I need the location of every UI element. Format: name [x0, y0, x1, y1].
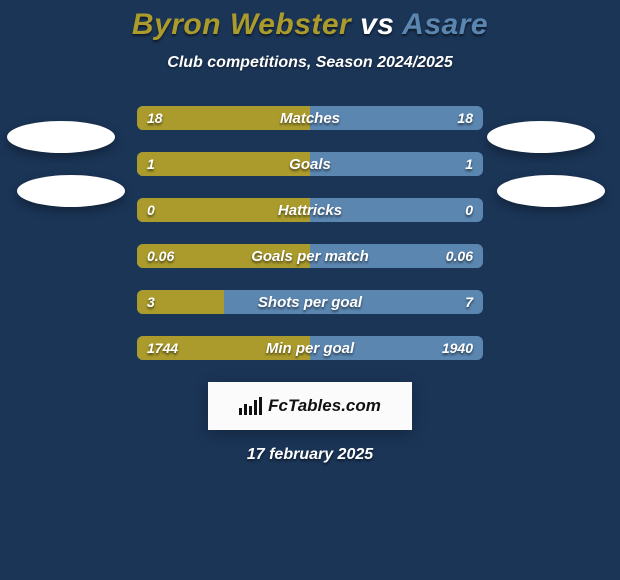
team-badge-placeholder — [487, 121, 595, 153]
team-badge-placeholder — [17, 175, 125, 207]
stat-left-value: 1 — [147, 152, 155, 176]
stat-row: Min per goal1744 1940 — [137, 336, 483, 360]
team-badge-placeholder — [7, 121, 115, 153]
stat-row: Matches18 18 — [137, 106, 483, 130]
title-part: Byron Webster — [132, 8, 351, 41]
brand-badge: FcTables.com — [208, 382, 412, 430]
stat-right-value: 0 — [465, 198, 473, 222]
comparison-infographic: Byron Webster vs Asare Club competitions… — [0, 0, 620, 580]
stat-left-value: 0.06 — [147, 244, 174, 268]
stat-right-value: 18 — [457, 106, 473, 130]
stat-left-value: 1744 — [147, 336, 178, 360]
team-badge-placeholder — [497, 175, 605, 207]
stat-left-value: 18 — [147, 106, 163, 130]
stat-left-value: 0 — [147, 198, 155, 222]
stat-right-value: 1 — [465, 152, 473, 176]
stat-left-value: 3 — [147, 290, 155, 314]
stat-row: Hattricks0 0 — [137, 198, 483, 222]
stat-label: Goals per match — [137, 244, 483, 268]
stat-row: Goals1 1 — [137, 152, 483, 176]
stat-label: Goals — [137, 152, 483, 176]
title-part: Asare — [402, 8, 488, 41]
stat-right-value: 7 — [465, 290, 473, 314]
date-text: 17 february 2025 — [0, 446, 620, 464]
stat-label: Matches — [137, 106, 483, 130]
subtitle: Club competitions, Season 2024/2025 — [0, 54, 620, 72]
bar-chart-icon — [239, 397, 262, 415]
brand-text: FcTables.com — [268, 396, 381, 416]
stat-label: Hattricks — [137, 198, 483, 222]
stat-row: Shots per goal3 7 — [137, 290, 483, 314]
page-title: Byron Webster vs Asare — [0, 8, 620, 42]
stat-label: Shots per goal — [137, 290, 483, 314]
title-part: vs — [351, 8, 402, 41]
stat-right-value: 0.06 — [446, 244, 473, 268]
stat-row: Goals per match0.06 0.06 — [137, 244, 483, 268]
stat-label: Min per goal — [137, 336, 483, 360]
stat-right-value: 1940 — [442, 336, 473, 360]
stats-bars: Matches18 18 Goals1 1 Hattricks0 0 Goals per m… — [137, 106, 483, 360]
